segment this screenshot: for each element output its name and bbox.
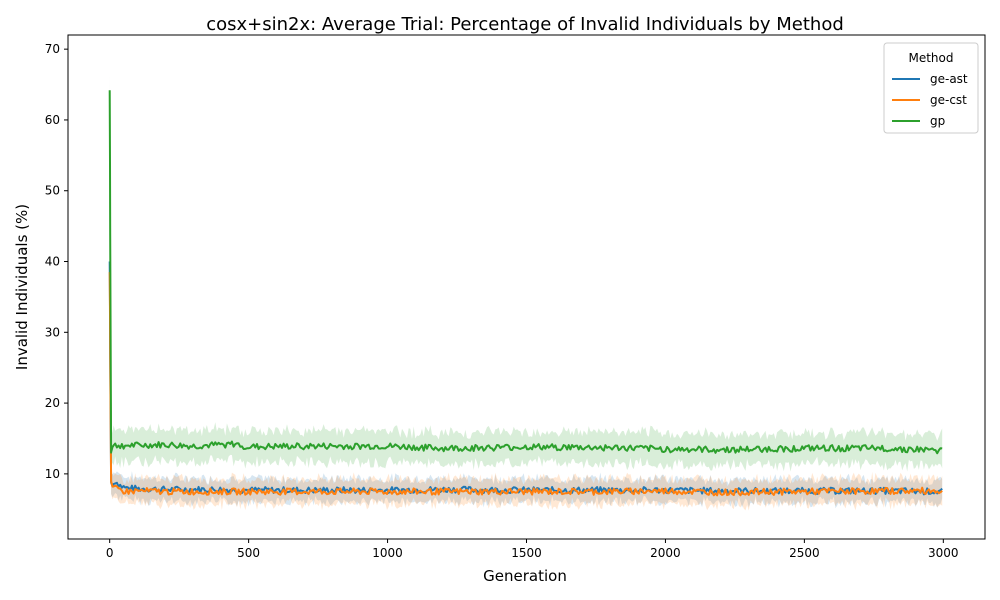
legend-box	[883, 42, 979, 134]
x-tick-label: 1000	[372, 546, 403, 560]
band-gp	[109, 74, 943, 472]
legend-label-gp: gp	[930, 114, 945, 128]
legend-title: Method	[908, 51, 953, 65]
confidence-bands	[109, 74, 943, 511]
legend: Method ge-ast ge-cst gp	[883, 42, 979, 134]
legend-label-ge-ast: ge-ast	[930, 72, 968, 86]
series-lines	[108, 90, 943, 497]
x-tick-label: 3000	[928, 546, 959, 560]
y-tick-label: 40	[45, 255, 60, 269]
chart-title: cosx+sin2x: Average Trial: Percentage of…	[206, 14, 844, 35]
band-ge-cst	[109, 259, 943, 511]
x-tick-label: 2000	[650, 546, 681, 560]
y-tick-label: 20	[45, 396, 60, 410]
x-tick-label: 2500	[789, 546, 820, 560]
y-axis-ticks: 10 20 30 40 50 60 70	[45, 42, 68, 481]
legend-label-ge-cst: ge-cst	[930, 93, 967, 107]
y-tick-label: 10	[45, 467, 60, 481]
y-tick-label: 60	[45, 113, 60, 127]
x-tick-label: 500	[237, 546, 260, 560]
y-tick-label: 50	[45, 184, 60, 198]
x-axis-label: Generation	[483, 567, 567, 585]
band-ge-ast	[109, 250, 943, 509]
y-tick-label: 30	[45, 325, 60, 339]
x-tick-label: 1500	[511, 546, 542, 560]
series-line-ge-cst	[108, 272, 943, 497]
x-axis-ticks: 0 500 1000 1500 2000 2500 3000	[106, 539, 959, 560]
y-tick-label: 70	[45, 42, 60, 56]
y-axis-label: Invalid Individuals (%)	[13, 204, 31, 370]
x-tick-label: 0	[106, 546, 114, 560]
legend-items: ge-ast ge-cst gp	[892, 72, 968, 128]
series-line-gp	[108, 90, 943, 455]
